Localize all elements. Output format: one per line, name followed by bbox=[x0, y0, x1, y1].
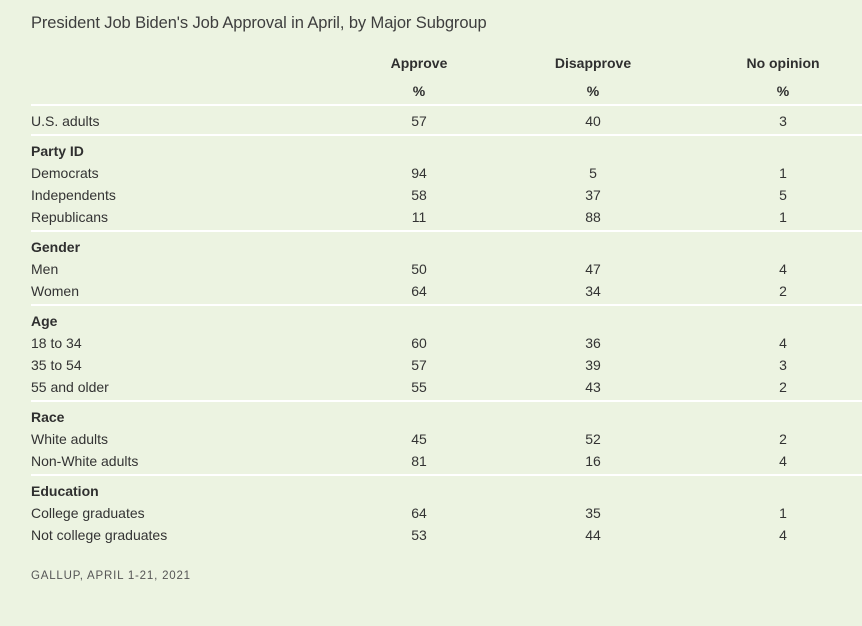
table-row: 35 to 54 57 39 3 bbox=[31, 354, 862, 376]
row-label: Women bbox=[31, 283, 79, 299]
row-label: 18 to 34 bbox=[31, 335, 82, 351]
column-header-row: Approve Disapprove No opinion bbox=[31, 52, 862, 74]
row-label: Democrats bbox=[31, 165, 99, 181]
group-label: Party ID bbox=[31, 143, 84, 159]
approve-value: 57 bbox=[411, 113, 427, 129]
row-label: Independents bbox=[31, 187, 116, 203]
disapprove-value: 5 bbox=[589, 165, 597, 181]
divider bbox=[31, 304, 862, 306]
table-row: White adults 45 52 2 bbox=[31, 428, 862, 450]
row-label: 35 to 54 bbox=[31, 357, 82, 373]
no-opinion-value: 2 bbox=[779, 283, 787, 299]
disapprove-value: 36 bbox=[585, 335, 601, 351]
table-row: U.S. adults 57 40 3 bbox=[31, 110, 862, 132]
approve-value: 64 bbox=[411, 283, 427, 299]
table-row: Men 50 47 4 bbox=[31, 258, 862, 280]
group-header-age: Age bbox=[31, 310, 862, 332]
approve-value: 45 bbox=[411, 431, 427, 447]
disapprove-value: 52 bbox=[585, 431, 601, 447]
disapprove-value: 47 bbox=[585, 261, 601, 277]
group-header-gender: Gender bbox=[31, 236, 862, 258]
disapprove-column-header: Disapprove bbox=[554, 55, 632, 71]
no-opinion-value: 4 bbox=[779, 527, 787, 543]
approve-value: 57 bbox=[411, 357, 427, 373]
row-label: College graduates bbox=[31, 505, 145, 521]
no-opinion-value: 1 bbox=[779, 505, 787, 521]
disapprove-value: 40 bbox=[585, 113, 601, 129]
table-row: Democrats 94 5 1 bbox=[31, 162, 862, 184]
unit-row: % % % bbox=[31, 80, 862, 102]
table-row: Not college graduates 53 44 4 bbox=[31, 524, 862, 546]
approve-value: 55 bbox=[411, 379, 427, 395]
no-opinion-value: 1 bbox=[779, 165, 787, 181]
table-row: Independents 58 37 5 bbox=[31, 184, 862, 206]
approve-column-header: Approve bbox=[390, 55, 448, 71]
approve-value: 11 bbox=[411, 209, 427, 225]
table-row: 18 to 34 60 36 4 bbox=[31, 332, 862, 354]
no-opinion-value: 1 bbox=[779, 209, 787, 225]
row-label: Republicans bbox=[31, 209, 109, 225]
no-opinion-value: 2 bbox=[779, 431, 787, 447]
approve-value: 60 bbox=[411, 335, 427, 351]
divider bbox=[31, 230, 862, 232]
divider bbox=[31, 104, 862, 106]
group-label: Gender bbox=[31, 239, 81, 255]
no-opinion-column-header: No opinion bbox=[746, 55, 820, 71]
no-opinion-unit: % bbox=[776, 83, 790, 99]
source-footer: GALLUP, APRIL 1-21, 2021 bbox=[31, 570, 191, 582]
no-opinion-value: 4 bbox=[779, 453, 787, 469]
divider bbox=[31, 134, 862, 136]
row-label: White adults bbox=[31, 431, 109, 447]
table-row: 55 and older 55 43 2 bbox=[31, 376, 862, 398]
approve-value: 53 bbox=[411, 527, 427, 543]
disapprove-value: 43 bbox=[585, 379, 601, 395]
divider bbox=[31, 474, 862, 476]
group-label: Race bbox=[31, 409, 65, 425]
disapprove-value: 44 bbox=[585, 527, 601, 543]
table-row: Republicans 11 88 1 bbox=[31, 206, 862, 228]
no-opinion-value: 3 bbox=[779, 357, 787, 373]
table-row: College graduates 64 35 1 bbox=[31, 502, 862, 524]
row-label: Non-White adults bbox=[31, 453, 139, 469]
row-label: U.S. adults bbox=[31, 113, 100, 129]
disapprove-value: 37 bbox=[585, 187, 601, 203]
row-label: Men bbox=[31, 261, 59, 277]
approve-value: 94 bbox=[411, 165, 427, 181]
group-header-party: Party ID bbox=[31, 140, 862, 162]
approve-value: 50 bbox=[411, 261, 427, 277]
group-header-race: Race bbox=[31, 406, 862, 428]
disapprove-value: 39 bbox=[585, 357, 601, 373]
approve-value: 64 bbox=[411, 505, 427, 521]
no-opinion-value: 5 bbox=[779, 187, 787, 203]
disapprove-value: 16 bbox=[585, 453, 601, 469]
approve-value: 81 bbox=[411, 453, 427, 469]
disapprove-unit: % bbox=[586, 83, 600, 99]
approve-value: 58 bbox=[411, 187, 427, 203]
group-header-education: Education bbox=[31, 480, 862, 502]
table-row: Women 64 34 2 bbox=[31, 280, 862, 302]
no-opinion-value: 4 bbox=[779, 261, 787, 277]
no-opinion-value: 4 bbox=[779, 335, 787, 351]
no-opinion-value: 3 bbox=[779, 113, 787, 129]
disapprove-value: 34 bbox=[585, 283, 601, 299]
approve-unit: % bbox=[412, 83, 426, 99]
table-row: Non-White adults 81 16 4 bbox=[31, 450, 862, 472]
no-opinion-value: 2 bbox=[779, 379, 787, 395]
group-label: Age bbox=[31, 313, 58, 329]
divider bbox=[31, 400, 862, 402]
group-label: Education bbox=[31, 483, 99, 499]
table-title: President Job Biden's Job Approval in Ap… bbox=[31, 14, 487, 32]
row-label: Not college graduates bbox=[31, 527, 168, 543]
disapprove-value: 35 bbox=[585, 505, 601, 521]
disapprove-value: 88 bbox=[585, 209, 601, 225]
row-label: 55 and older bbox=[31, 379, 109, 395]
